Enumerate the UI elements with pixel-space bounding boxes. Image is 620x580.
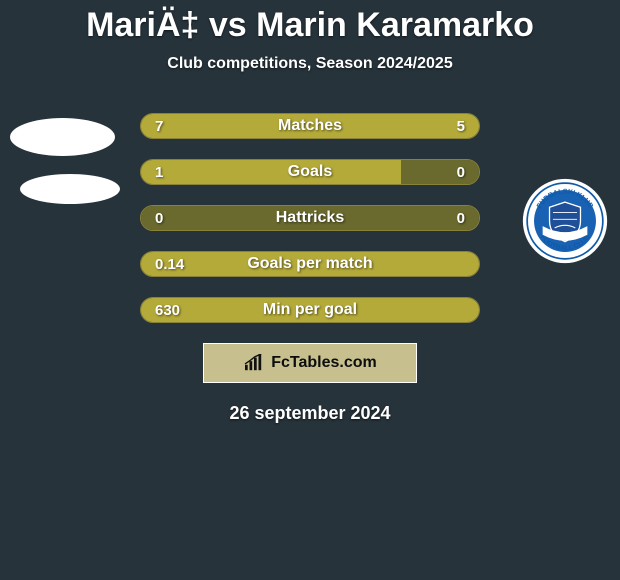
stat-bar-label: Goals [141, 160, 479, 184]
stat-bar-row: Min per goal630 [140, 297, 480, 323]
stat-bar-left-value: 0 [155, 206, 163, 230]
stat-bar-row: Goals1 0 [140, 159, 480, 185]
snapshot-date: 26 september 2024 [0, 403, 620, 424]
stat-bar-label: Min per goal [141, 298, 479, 322]
stat-bar-row: Matches7 5 [140, 113, 480, 139]
bar-chart-icon [243, 354, 265, 372]
stat-bar-row: Hattricks0 0 [140, 205, 480, 231]
stats-bars: Matches75Goals10Hattricks00Goals per mat… [0, 113, 620, 323]
stat-bar-label: Hattricks [141, 206, 479, 230]
page-subtitle: Club competitions, Season 2024/2025 [0, 55, 620, 73]
stat-bar-right-value: 5 [457, 114, 465, 138]
stat-bar-left-value: 7 [155, 114, 163, 138]
stat-bar-right-value: 0 [457, 206, 465, 230]
stat-bar-row: Goals per match0.14 [140, 251, 480, 277]
brand-text: FcTables.com [271, 354, 377, 372]
stat-bar-left-value: 630 [155, 298, 180, 322]
stat-bar-label: Matches [141, 114, 479, 138]
brand-attribution: FcTables.com [203, 343, 417, 383]
page-title: MariÄ‡ vs Marin Karamarko [0, 0, 620, 45]
stat-bar-left-value: 0.14 [155, 252, 184, 276]
stat-bar-left-value: 1 [155, 160, 163, 184]
stat-bar-label: Goals per match [141, 252, 479, 276]
stat-bar-right-value: 0 [457, 160, 465, 184]
